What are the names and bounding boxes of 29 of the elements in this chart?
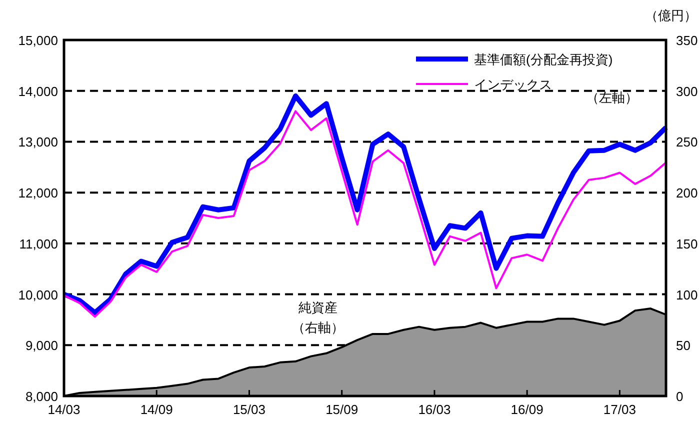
y2-tick-label: 250 (676, 134, 698, 150)
y-tick-label: 12,000 (18, 186, 58, 201)
y2-tick-label: 0 (676, 389, 684, 404)
y2-axis-title: （億円） (645, 8, 697, 23)
annotation: （右軸） (292, 320, 344, 335)
y2-tick-label: 100 (676, 287, 698, 302)
x-tick-label: 16/09 (510, 402, 544, 417)
legend-label: インデックス (474, 77, 552, 92)
y-tick-label: 14,000 (18, 84, 58, 99)
x-tick-label: 14/03 (48, 402, 80, 417)
legend-label: 基準価額(分配金再投資) (474, 52, 613, 67)
y-tick-label: 11,000 (19, 236, 58, 252)
y-tick-label: 15,000 (18, 33, 58, 48)
y-tick-label: 13,000 (18, 134, 58, 150)
y-tick-label: 10,000 (18, 287, 58, 302)
x-tick-label: 17/03 (603, 402, 636, 417)
y2-tick-label: 300 (676, 84, 698, 99)
y2-tick-label: 50 (676, 338, 690, 354)
x-tick-label: 14/09 (140, 402, 173, 417)
y2-tick-label: 200 (676, 186, 698, 201)
y-tick-label: 9,000 (25, 338, 58, 354)
annotation: （左軸） (586, 90, 638, 105)
y-tick-label: 8,000 (25, 389, 58, 404)
y2-tick-label: 350 (676, 33, 698, 48)
x-tick-label: 16/03 (418, 402, 451, 417)
x-tick-label: 15/09 (326, 402, 358, 417)
y2-tick-label: 150 (676, 236, 698, 252)
x-tick-label: 15/03 (232, 402, 266, 417)
annotation: 純資産 (298, 300, 338, 315)
